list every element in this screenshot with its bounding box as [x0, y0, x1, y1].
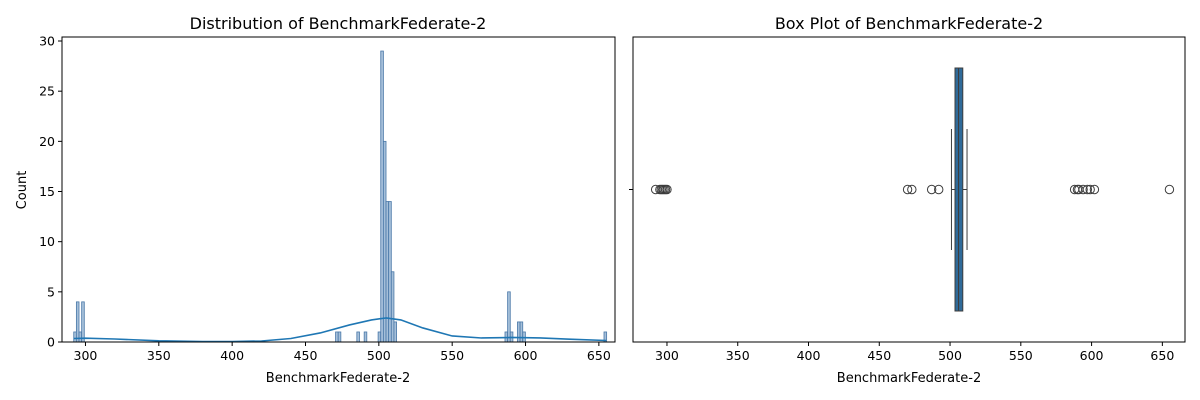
- boxplot-title: Box Plot of BenchmarkFederate-2: [775, 14, 1043, 33]
- histogram-y-tick-label: 15: [39, 184, 55, 199]
- histogram-title: Distribution of BenchmarkFederate-2: [190, 14, 487, 33]
- histogram-frame: [61, 36, 616, 343]
- boxplot-x-tick-label: 400: [797, 348, 821, 363]
- histogram-y-axis-label: Count: [15, 171, 30, 210]
- histogram-bar: [356, 331, 360, 343]
- boxplot-x-tick-label: 500: [938, 348, 962, 363]
- outlier-point: [1089, 184, 1100, 195]
- histogram-x-tick-label: 500: [367, 348, 391, 363]
- boxplot-panel: Box Plot of BenchmarkFederate-2 300 350 40…: [629, 14, 1186, 386]
- boxplot-x-tick-label: 550: [1009, 348, 1033, 363]
- boxplot-x-tick-label: 300: [655, 348, 679, 363]
- outlier-point: [926, 184, 937, 195]
- boxplot-frame: [632, 36, 1186, 343]
- histogram-y-tick-label: 10: [39, 234, 55, 249]
- histogram-x-tick-label: 450: [294, 348, 318, 363]
- boxplot-x-tick-label: 350: [726, 348, 750, 363]
- boxplot-x-tick-label: 600: [1080, 348, 1104, 363]
- outlier-point: [1164, 184, 1175, 195]
- histogram-x-axis-label: BenchmarkFederate-2: [266, 371, 410, 386]
- histogram-x-tick-label: 550: [440, 348, 464, 363]
- outlier-point: [1082, 184, 1093, 195]
- outlier-point: [662, 184, 672, 195]
- histogram-bar: [393, 321, 397, 343]
- histogram-y-tick-label: 5: [47, 284, 55, 299]
- outlier-point: [1085, 184, 1095, 195]
- histogram-bar: [363, 331, 368, 343]
- histogram-x-tick-label: 650: [587, 348, 611, 363]
- outlier-point: [907, 184, 917, 195]
- histogram-x-tick-label: 600: [514, 348, 538, 363]
- histogram-bar: [81, 301, 85, 343]
- histogram-y-tick-label: 25: [39, 84, 55, 99]
- histogram-y-tick-label: 20: [39, 134, 55, 149]
- outlier-point: [1078, 184, 1088, 195]
- outlier-point: [902, 184, 913, 195]
- histogram-panel: Distribution of BenchmarkFederate-2 300 3…: [15, 14, 616, 386]
- histogram-x-tick-label: 350: [147, 348, 171, 363]
- boxplot-x-tick-label: 650: [1150, 348, 1174, 363]
- outlier-point: [934, 184, 944, 195]
- histogram-y-tick-label: 30: [39, 34, 55, 49]
- histogram-y-tick-label: 0: [47, 335, 55, 350]
- histogram-plot-area: 300 350 400 450 500 550 600 650 0 5 10 15 20 25 30: [39, 34, 611, 363]
- histogram-x-tick-label: 300: [74, 348, 98, 363]
- boxplot-plot-area: 300 350 400 450 500 550 600 650: [629, 67, 1175, 363]
- histogram-x-tick-label: 400: [220, 348, 244, 363]
- boxplot-x-axis-label: BenchmarkFederate-2: [837, 371, 981, 386]
- kde-curve: [73, 317, 607, 343]
- boxplot-x-tick-label: 450: [867, 348, 891, 363]
- histogram-bar: [337, 331, 342, 343]
